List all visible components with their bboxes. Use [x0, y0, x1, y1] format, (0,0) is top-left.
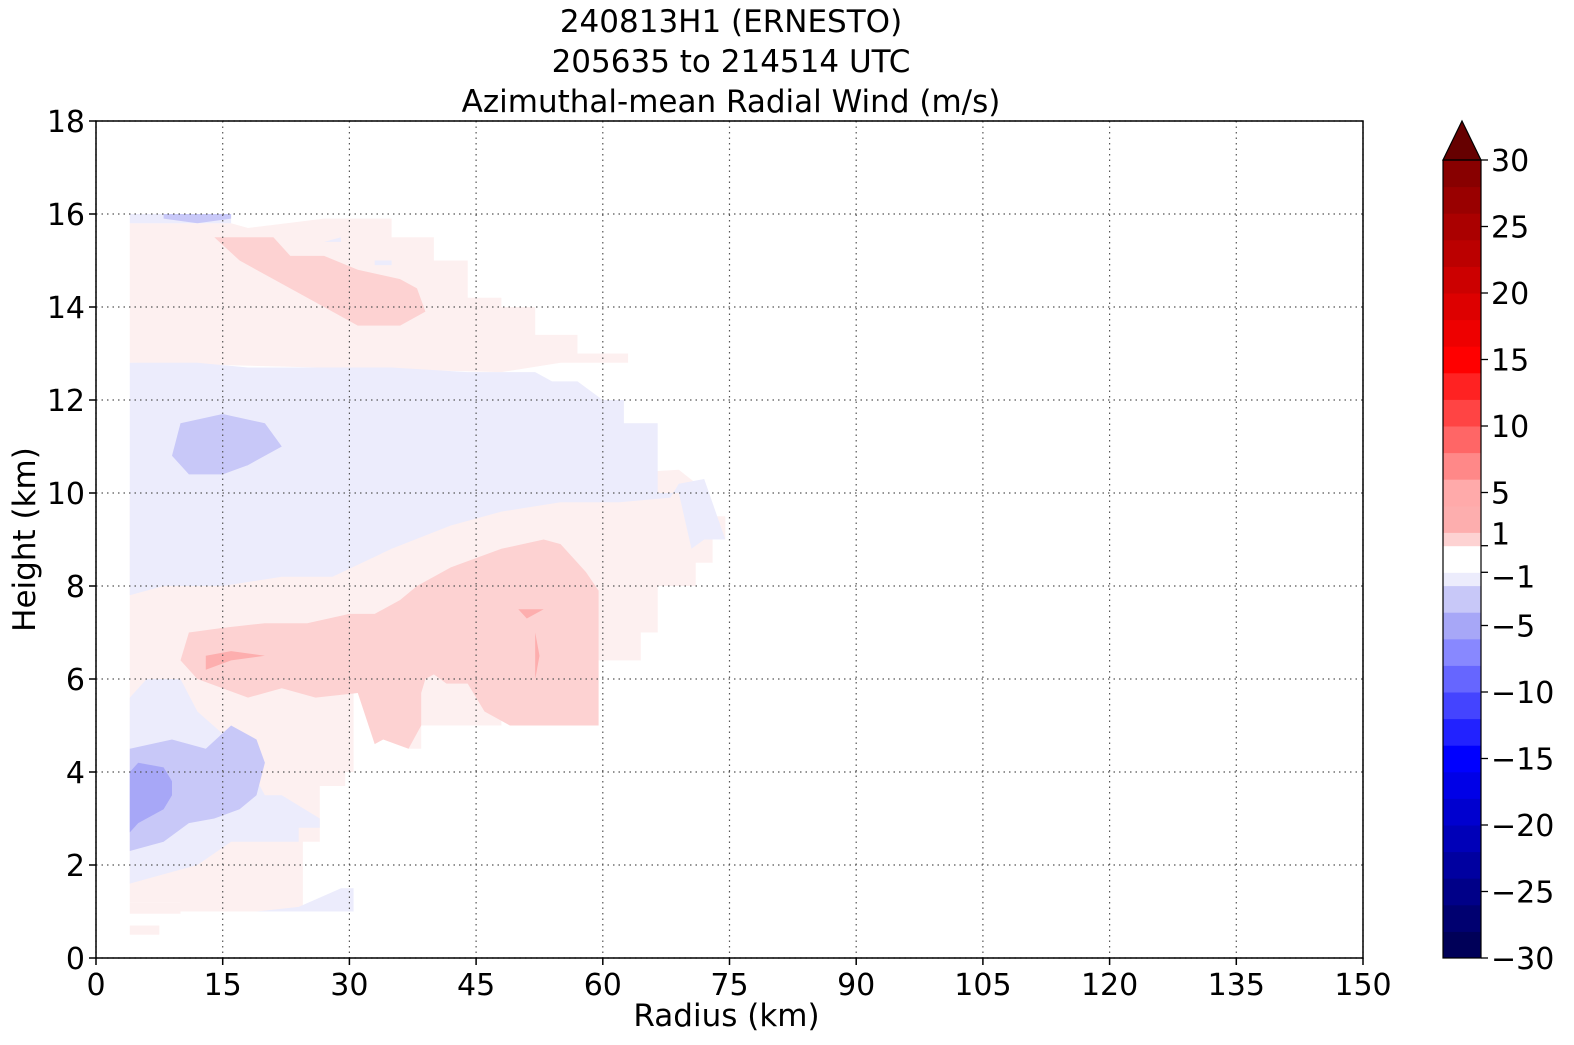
contour-region-pos4-2: [535, 632, 540, 679]
colorbar-band: [1443, 319, 1481, 347]
contour-region-pos1-1: [129, 902, 181, 914]
colorbar-band: [1443, 545, 1481, 573]
y-tick-label: 12: [47, 384, 85, 419]
colorbar-band: [1443, 585, 1481, 613]
x-tick-label: 30: [330, 968, 368, 1003]
x-axis-label: Radius (km): [633, 998, 819, 1034]
x-tick-label: 135: [1208, 968, 1265, 1003]
colorbar-tick-label: −1: [1491, 560, 1535, 595]
colorbar-tick-label: 5: [1491, 477, 1510, 512]
x-tick-label: 45: [457, 968, 495, 1003]
y-tick-label: 2: [66, 849, 85, 884]
colorbar-band: [1443, 612, 1481, 640]
colorbar-tick-label: 25: [1491, 211, 1529, 246]
contour-region-neg4-1: [172, 414, 282, 475]
axes: 0 15 30 45 60 75 90 105 120 135 150 0 2 4 6 8 10 12 14 16 18: [47, 105, 1392, 1003]
colorbar-band: [1443, 532, 1481, 547]
contour-region-pos2-1: [214, 237, 426, 326]
colorbar-tick-label: −5: [1491, 610, 1535, 645]
colorbar-extend-arrow: [1442, 119, 1482, 161]
colorbar-tick-label: 15: [1491, 344, 1529, 379]
y-tick-label: 8: [66, 570, 85, 605]
contour-region-pos2-0: [180, 539, 599, 749]
contour-region-neg2-1: [256, 888, 354, 912]
colorbar-band: [1443, 372, 1481, 400]
colorbar-band: [1443, 745, 1481, 773]
contour-region-neg2-4: [324, 237, 341, 242]
colorbar-band: [1443, 399, 1481, 427]
contour-region-pos1-0: [129, 925, 160, 935]
contour-region-neg2-5: [374, 260, 392, 266]
colorbar-band: [1443, 505, 1481, 533]
colorbar-band: [1443, 718, 1481, 746]
colorbar-band: [1443, 479, 1481, 507]
x-tick-label: 105: [954, 968, 1011, 1003]
chart-title-line-3: Azimuthal-mean Radial Wind (m/s): [461, 84, 1001, 120]
colorbar-band: [1443, 851, 1481, 879]
colorbar-band: [1443, 160, 1481, 188]
chart-title-line-2: 205635 to 214514 UTC: [551, 44, 911, 80]
colorbar-band: [1443, 931, 1481, 959]
colorbar-band: [1443, 638, 1481, 666]
colorbar-band: [1443, 771, 1481, 799]
x-tick-label: 15: [204, 968, 242, 1003]
colorbar-tick-label: −10: [1491, 676, 1554, 711]
y-tick-label: 14: [47, 291, 85, 326]
x-tick-label: 150: [1334, 968, 1391, 1003]
colorbar-band: [1443, 452, 1481, 480]
colorbar-tick-label: 1: [1491, 518, 1510, 553]
colorbar-band: [1443, 878, 1481, 906]
colorbar-band: [1443, 572, 1481, 587]
colorbar-band: [1443, 266, 1481, 294]
colorbar-band: [1443, 692, 1481, 720]
chart-title-line-1: 240813H1 (ERNESTO): [559, 4, 903, 40]
colorbar-tick-label: 20: [1491, 277, 1529, 312]
colorbar-tick-label: −30: [1491, 942, 1554, 977]
colorbar-tick-label: −15: [1491, 743, 1554, 778]
colorbar-tick-label: −20: [1491, 809, 1554, 844]
colorbar-band: [1443, 186, 1481, 214]
contour-region-neg4-0: [129, 725, 265, 851]
colorbar-band: [1443, 293, 1481, 321]
colorbar-band: [1443, 825, 1481, 853]
contour-region-pos4-0: [205, 651, 265, 670]
colorbar-band: [1443, 798, 1481, 826]
colorbar-frame: [1442, 159, 1482, 959]
colorbar-tick-label: 30: [1491, 144, 1529, 179]
colorbar-band: [1443, 239, 1481, 267]
colorbar-band: [1443, 665, 1481, 693]
y-tick-label: 10: [47, 477, 85, 512]
y-tick-label: 0: [66, 942, 85, 977]
x-tick-label: 0: [86, 968, 105, 1003]
contour-region-neg4-2: [163, 214, 232, 224]
y-axis-label: Height (km): [7, 447, 43, 632]
axis-labels: Radius (km) Height (km): [7, 447, 820, 1034]
grid: [95, 120, 1364, 959]
colorbar-tick-label: −25: [1491, 876, 1554, 911]
y-tick-label: 18: [47, 105, 85, 140]
x-tick-label: 75: [710, 968, 748, 1003]
x-tick-label: 60: [584, 968, 622, 1003]
colorbar-band: [1443, 213, 1481, 241]
contour-region-pos4-1: [518, 609, 544, 619]
y-tick-label: 4: [66, 756, 85, 791]
y-tick-label: 16: [47, 198, 85, 233]
colorbar-tick-label: 10: [1491, 410, 1529, 445]
plot-area: [129, 214, 726, 935]
x-tick-label: 90: [837, 968, 875, 1003]
colorbar-band: [1443, 346, 1481, 374]
contour-region-neg6-0: [129, 762, 172, 833]
y-tick-label: 6: [66, 663, 85, 698]
contour-region-neg2-2: [129, 362, 726, 596]
colorbar-band: [1443, 904, 1481, 932]
colorbar-band: [1443, 426, 1481, 454]
x-tick-label: 120: [1081, 968, 1138, 1003]
